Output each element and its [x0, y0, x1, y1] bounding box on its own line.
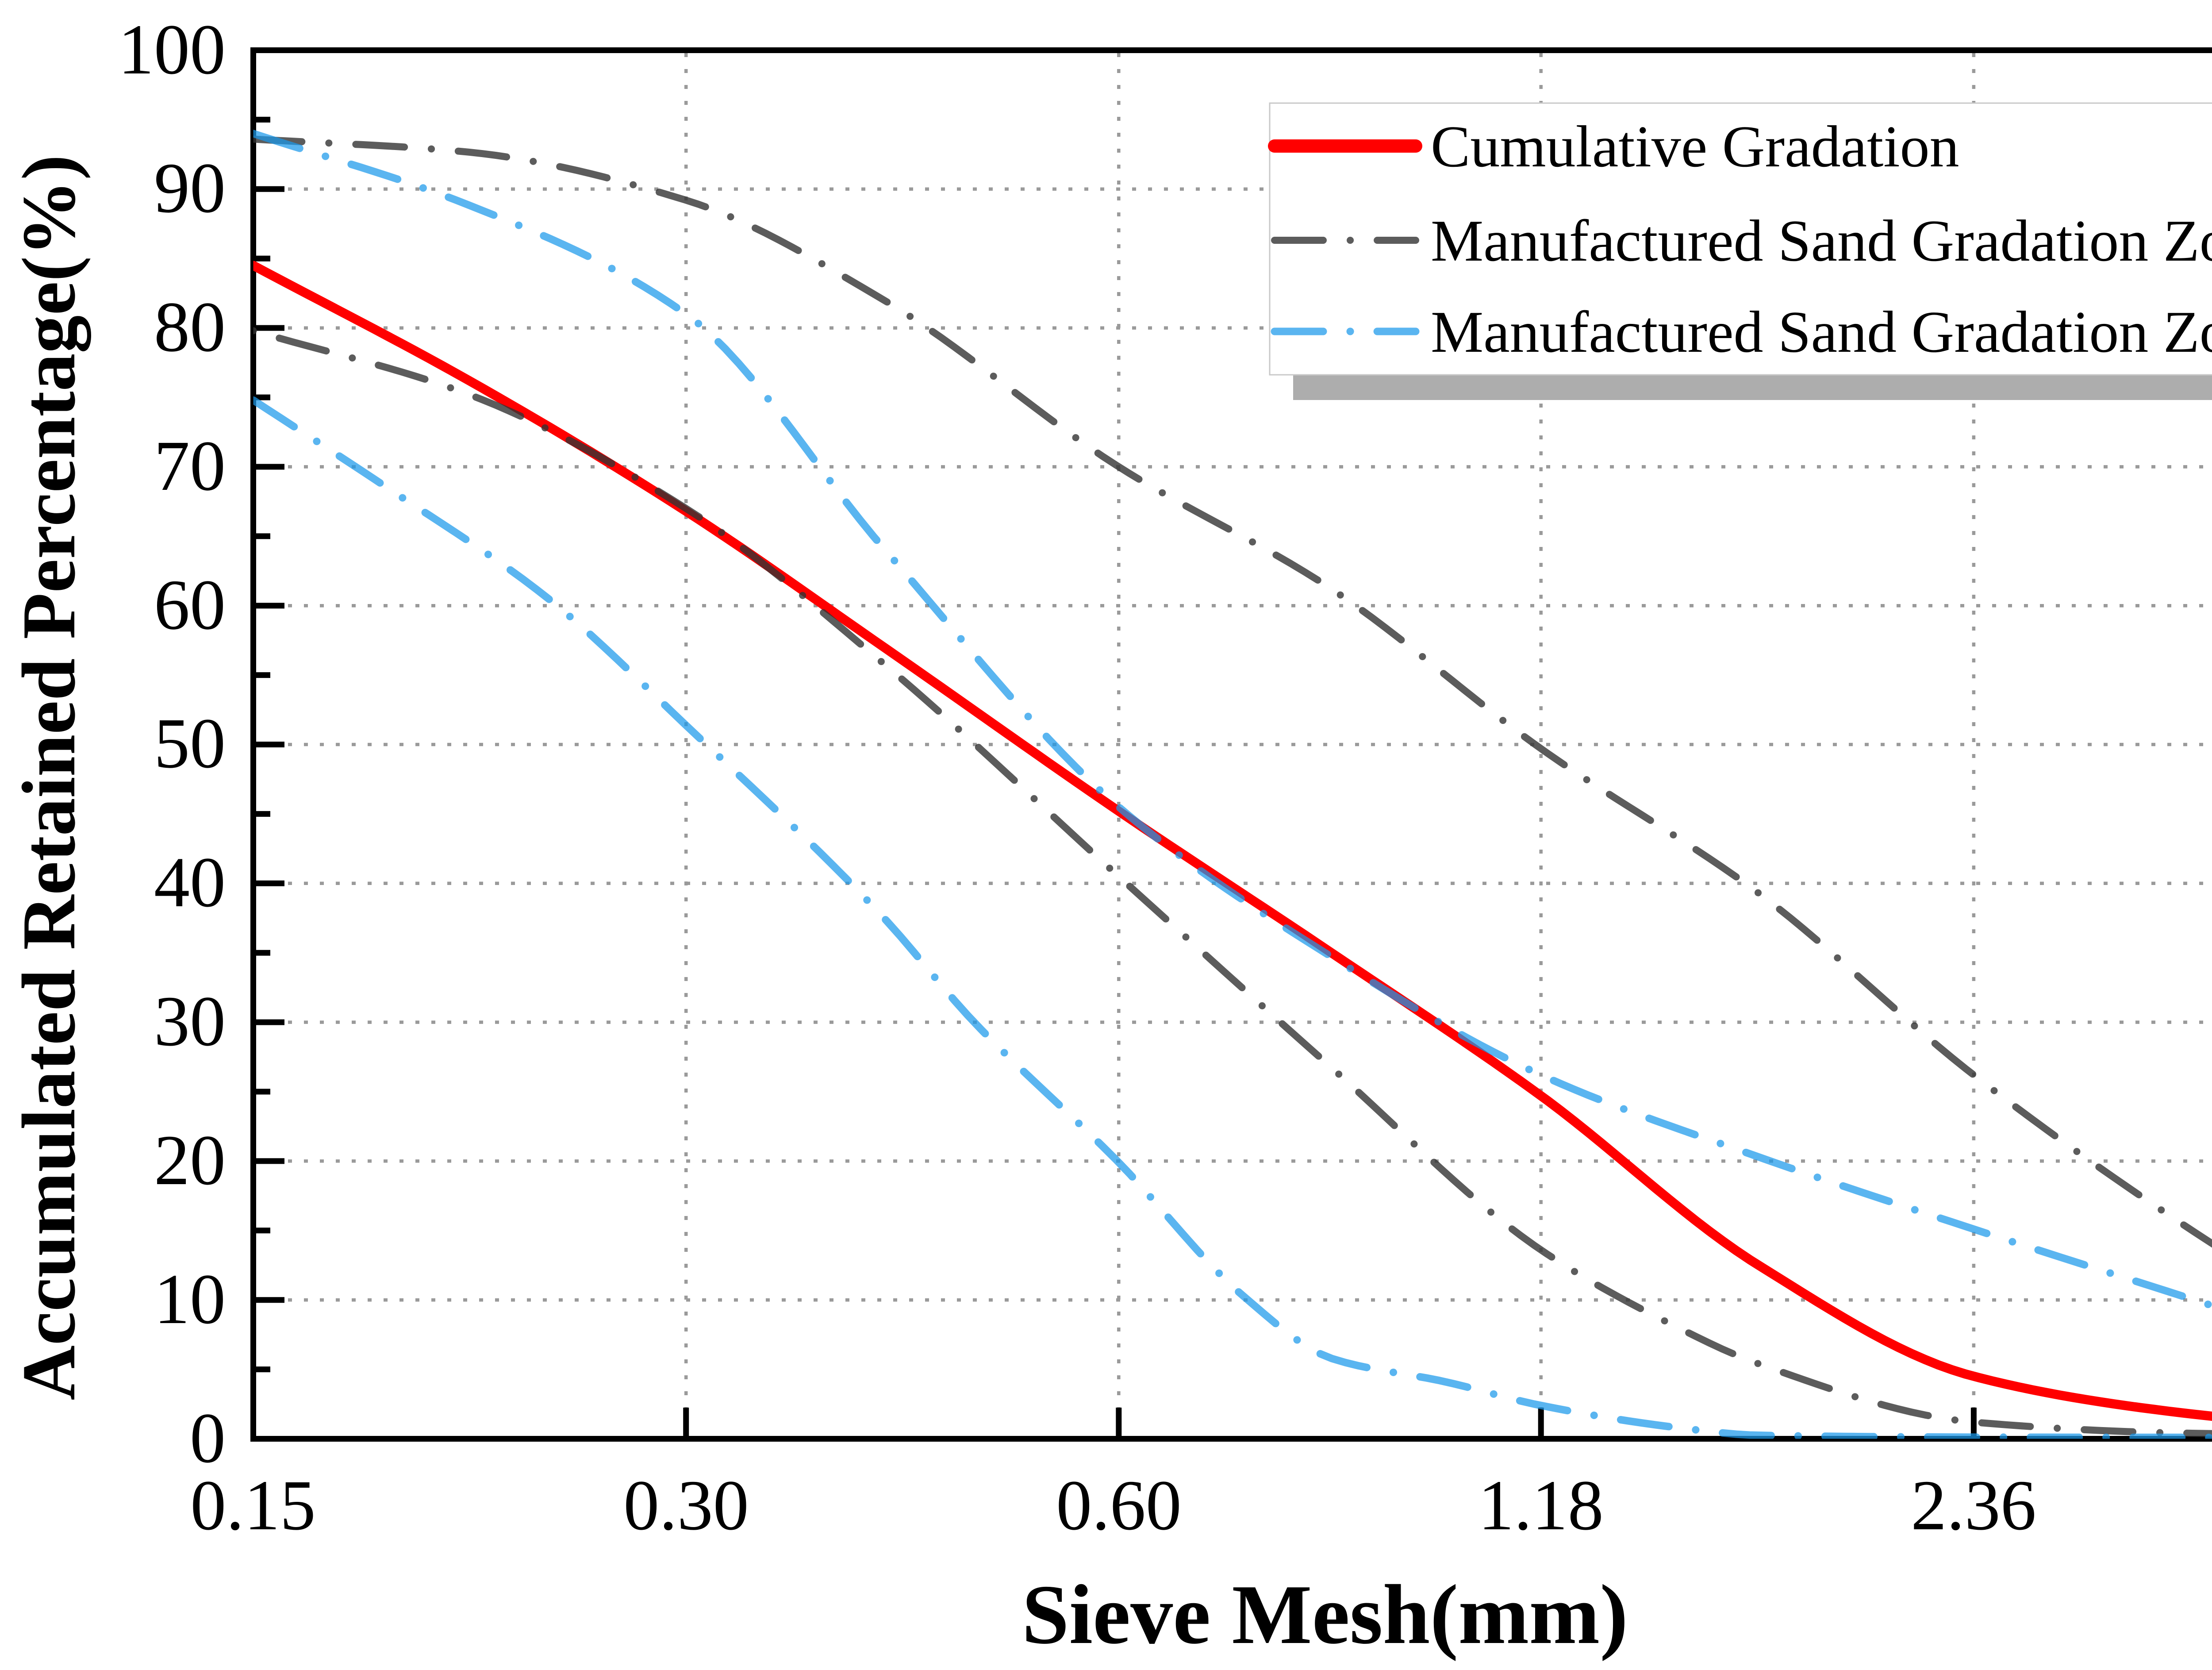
svg-text:Manufactured Sand Gradation Zo: Manufactured Sand Gradation Zone 2	[1431, 208, 2212, 273]
svg-text:2.36: 2.36	[1911, 1466, 2036, 1545]
svg-text:Accumulated Retained Percentag: Accumulated Retained Percentage(%)	[7, 155, 91, 1401]
svg-text:0.15: 0.15	[190, 1466, 316, 1545]
svg-text:40: 40	[154, 843, 226, 922]
svg-text:Sieve Mesh(mm): Sieve Mesh(mm)	[1022, 1567, 1628, 1662]
svg-text:0.60: 0.60	[1056, 1466, 1182, 1545]
svg-text:60: 60	[154, 566, 226, 645]
svg-text:50: 50	[154, 704, 226, 783]
svg-text:20: 20	[154, 1121, 226, 1200]
svg-text:Manufactured Sand Gradation Zo: Manufactured Sand Gradation Zone 3	[1431, 299, 2212, 365]
svg-text:Cumulative Gradation: Cumulative Gradation	[1431, 114, 1959, 179]
svg-text:30: 30	[154, 982, 226, 1061]
svg-text:70: 70	[154, 427, 226, 506]
svg-text:10: 10	[154, 1260, 226, 1339]
svg-text:1.18: 1.18	[1478, 1466, 1604, 1545]
svg-text:100: 100	[118, 10, 226, 89]
svg-text:80: 80	[154, 288, 226, 367]
svg-text:0: 0	[190, 1399, 226, 1478]
svg-text:90: 90	[154, 149, 226, 228]
svg-text:0.30: 0.30	[623, 1466, 749, 1545]
